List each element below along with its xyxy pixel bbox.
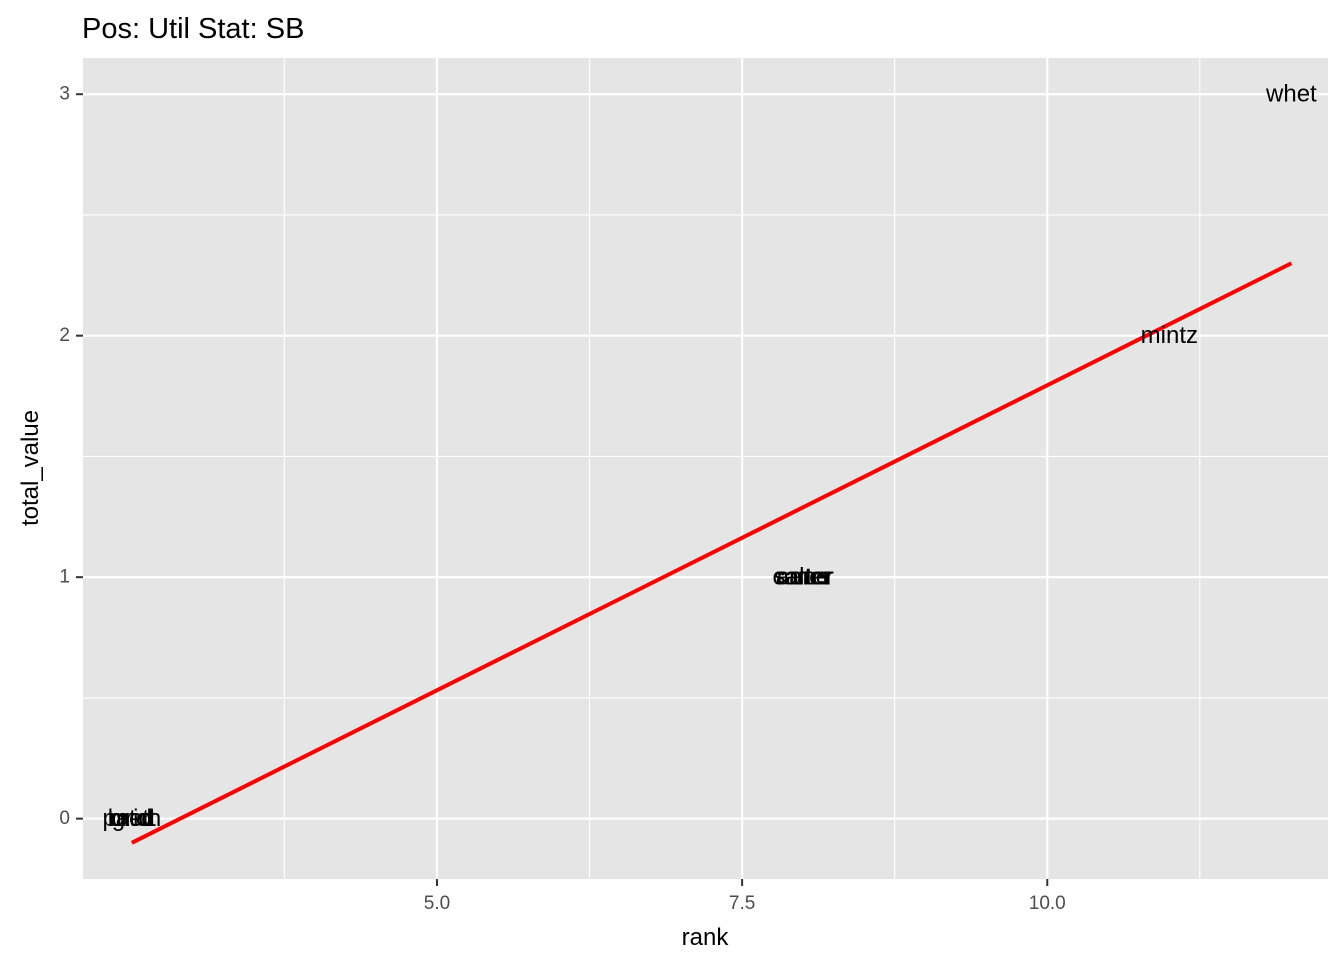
point-label-mintz: mintz <box>1141 322 1198 349</box>
point-label-whet: whet <box>1265 81 1317 108</box>
point-label-grid: grid <box>112 805 152 832</box>
x-axis-title: rank <box>682 924 730 951</box>
point-label-cano: cano <box>777 564 829 591</box>
point-label-mcd: mcd <box>109 805 154 832</box>
y-tick-label: 0 <box>59 808 70 829</box>
point-label-amer: amer <box>776 564 831 591</box>
plot-panel <box>83 58 1328 879</box>
point-label-patch: patch <box>102 805 161 832</box>
point-label-salter: salter <box>774 564 833 591</box>
y-axis-title: total_value <box>17 410 44 526</box>
minor-grid <box>83 58 1328 879</box>
y-tick-label: 1 <box>59 567 70 588</box>
y-axis: 0 1 2 3 <box>59 84 83 829</box>
point-label-brett: brett <box>108 805 156 832</box>
trend-line <box>130 261 1293 845</box>
x-tick-label: 5.0 <box>424 893 450 914</box>
trend-line-group <box>130 261 1293 845</box>
x-tick-label: 7.5 <box>729 893 755 914</box>
y-tick-label: 2 <box>59 325 70 346</box>
x-tick-label: 10.0 <box>1029 893 1066 914</box>
chart-title: Pos: Util Stat: SB <box>82 13 304 45</box>
major-grid <box>83 58 1328 879</box>
y-tick-label: 3 <box>59 84 70 105</box>
x-axis: 5.0 7.5 10.0 <box>424 879 1066 914</box>
point-label-carter: carter <box>772 564 833 591</box>
